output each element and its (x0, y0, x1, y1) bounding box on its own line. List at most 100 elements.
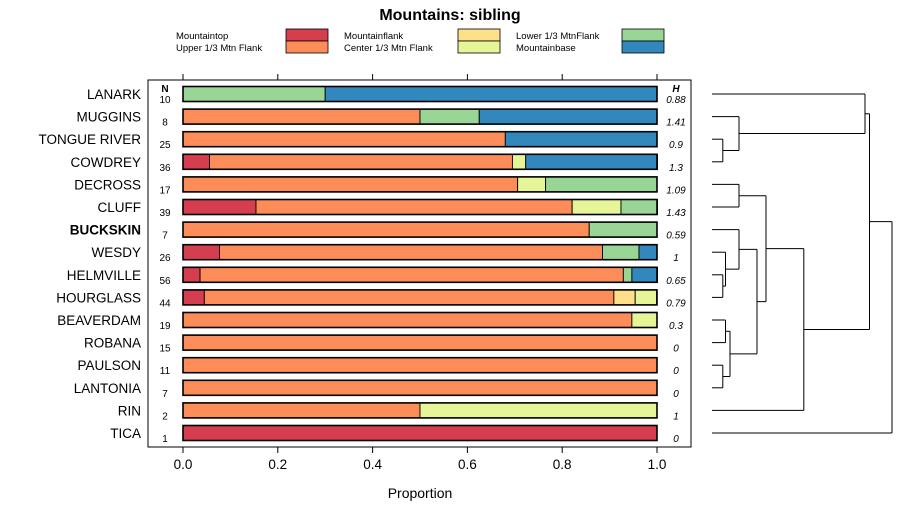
bar-segment-lantonia-upper-1-3-mtn-flank (182, 379, 658, 396)
bar-segment-cluff-center-1-3-mtn-flank (571, 199, 622, 215)
row-label-muggins: MUGGINS (76, 110, 141, 125)
legend-label-mountainbase: Mountainbase (516, 43, 576, 54)
dendrogram (712, 93, 893, 434)
row-label-paulson: PAULSON (77, 358, 141, 373)
n-value-hourglass: 44 (159, 298, 171, 309)
h-value-buckskin: 0.59 (666, 231, 686, 242)
bar-segment-muggins-mountainbase (478, 108, 658, 125)
h-value-cowdrey: 1.3 (669, 163, 683, 174)
bar-segment-wesdy-lower-1-3-mtnflank (602, 244, 640, 261)
row-label-cowdrey: COWDREY (71, 155, 142, 170)
n-value-helmville: 56 (159, 276, 171, 287)
bar-outline-cluff (182, 198, 658, 216)
legend-label-lower-1-3-mtnflank: Lower 1/3 MtnFlank (516, 31, 600, 42)
bar-outline-cowdrey (182, 153, 658, 171)
legend-swatch-mountainbase (621, 40, 665, 54)
n-value-cluff: 39 (159, 208, 171, 219)
n-value-rin: 2 (162, 411, 168, 422)
legend-swatch-mountainflank (457, 28, 501, 42)
legend-swatch-lower-1-3-mtnflank (621, 28, 665, 42)
n-value-tongue-river: 25 (159, 140, 171, 151)
bar-segment-paulson-upper-1-3-mtn-flank (182, 357, 658, 374)
h-value-cluff: 1.43 (666, 208, 686, 219)
bar-segment-hourglass-mountaintop (182, 289, 205, 306)
bar-segment-helmville-mountainbase (631, 266, 658, 283)
bar-segment-cluff-mountaintop (182, 199, 257, 215)
n-value-robana: 15 (159, 344, 171, 355)
bar-segment-cowdrey-mountainbase (525, 153, 658, 170)
plot-panel (147, 79, 692, 448)
legend-swatch-upper-1-3-mtn-flank (285, 40, 329, 54)
bar-segment-beaverdam-center-1-3-mtn-flank (631, 312, 658, 328)
bar-segment-helmville-lower-1-3-mtnflank (622, 266, 633, 283)
h-value-hourglass: 0.79 (666, 298, 686, 309)
row-label-cluff: CLUFF (98, 200, 142, 215)
h-value-rin: 1 (673, 411, 679, 422)
bar-segment-cluff-lower-1-3-mtnflank (620, 199, 658, 215)
legend-swatch-center-1-3-mtn-flank (457, 40, 501, 54)
n-value-muggins: 8 (162, 118, 168, 129)
row-label-tongue-river: TONGUE RIVER (38, 132, 141, 147)
row-label-wesdy: WESDY (91, 245, 141, 260)
row-label-tica: TICA (110, 426, 141, 441)
h-value-helmville: 0.65 (666, 276, 686, 287)
row-label-lanark: LANARK (87, 87, 141, 102)
bar-segment-hourglass-center-1-3-mtn-flank (634, 289, 657, 306)
n-value-buckskin: 7 (162, 231, 168, 242)
row-label-rin: RIN (118, 403, 141, 418)
bar-segment-beaverdam-upper-1-3-mtn-flank (182, 312, 633, 328)
n-value-lanark: 10 (159, 95, 171, 106)
row-label-hourglass: HOURGLASS (56, 290, 141, 305)
x-axis: 0.0 0.2 0.4 0.6 0.8 1.0 (174, 74, 666, 472)
bar-segment-rin-center-1-3-mtn-flank (419, 402, 658, 419)
x-tick-label: 0.4 (363, 457, 382, 472)
bar-outline-helmville (182, 266, 658, 284)
row-label-decross: DECROSS (74, 177, 141, 192)
bar-outline-hourglass (182, 289, 658, 306)
legend-swatch-mountaintop (285, 28, 329, 42)
chart-title: Mountains: sibling (379, 7, 520, 24)
bar-outline-tongue-river (182, 130, 658, 148)
h-column-header: H (672, 84, 680, 95)
row-label-lantonia: LANTONIA (74, 381, 141, 396)
h-value-paulson: 0 (673, 366, 679, 377)
h-value-tongue-river: 0.9 (669, 140, 683, 151)
bar-segment-helmville-upper-1-3-mtn-flank (199, 266, 624, 283)
bar-outline-beaverdam (182, 311, 658, 329)
h-value-muggins: 1.41 (666, 118, 685, 129)
row-label-robana: ROBANA (84, 336, 141, 351)
bar-segment-wesdy-mountaintop (182, 244, 220, 261)
bar-outline-lanark (182, 85, 658, 103)
bar-segment-muggins-lower-1-3-mtnflank (419, 108, 480, 125)
h-value-wesdy: 1 (673, 253, 679, 264)
h-value-beaverdam: 0.3 (669, 321, 683, 332)
bar-segment-cowdrey-center-1-3-mtn-flank (511, 153, 527, 170)
bar-outline-paulson (182, 356, 658, 374)
legend-label-upper-1-3-mtn-flank: Upper 1/3 Mtn Flank (176, 43, 262, 54)
bar-segment-cowdrey-mountaintop (182, 153, 210, 170)
bar-segment-tongue-river-upper-1-3-mtn-flank (182, 131, 506, 148)
h-value-lanark: 0.88 (666, 95, 686, 106)
bar-segment-tica-mountaintop (182, 425, 658, 441)
n-value-lantonia: 7 (162, 389, 168, 400)
x-axis-label: Proportion (388, 485, 453, 501)
n-value-cowdrey: 36 (159, 163, 171, 174)
h-value-tica: 0 (673, 434, 679, 445)
row-label-helmville: HELMVILLE (67, 268, 141, 283)
legend-label-mountainflank: Mountainflank (344, 31, 403, 42)
bar-segment-decross-upper-1-3-mtn-flank (182, 176, 519, 193)
bar-outline-buckskin (182, 221, 658, 238)
bar-segment-decross-center-1-3-mtn-flank (517, 176, 547, 193)
bar-segment-cowdrey-upper-1-3-mtn-flank (209, 153, 513, 170)
bar-outline-muggins (182, 108, 658, 125)
h-value-decross: 1.09 (666, 185, 686, 196)
bar-outline-tica (182, 424, 658, 442)
n-column-header: N (161, 84, 168, 95)
bar-segment-buckskin-upper-1-3-mtn-flank (182, 221, 590, 238)
bar-outline-lantonia (182, 379, 658, 397)
x-tick-label: 0.0 (174, 457, 193, 472)
bar-segment-helmville-mountaintop (182, 266, 201, 283)
bar-outline-robana (182, 334, 658, 351)
